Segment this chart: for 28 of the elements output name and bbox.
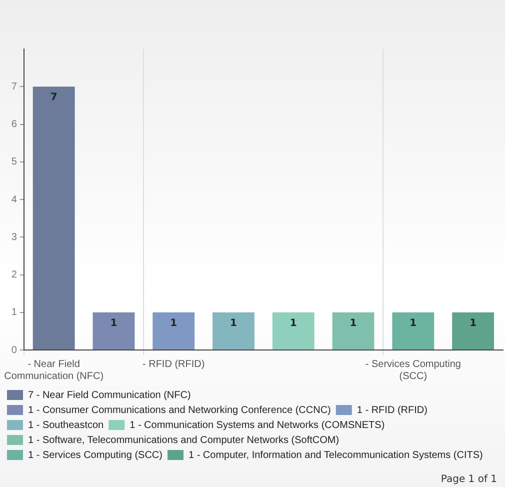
legend-label: 1 - Communication Systems and Networks (COMSNETS) [130,420,385,431]
y-tick-label: 1 [11,307,18,318]
y-tick-label: 2 [11,270,18,280]
data-label: 1 [410,318,417,329]
x-tick-label: - Services Computing (SCC) [365,358,461,382]
legend-label: 1 - Southeastcon [28,420,104,431]
legend-label: 1 - Consumer Communications and Networking Conference (CCNC) [28,404,331,416]
y-tick-label: 7 [11,81,18,92]
legend-label: 7 - Near Field Communication (NFC) [28,390,191,401]
legend-label: 1 - Computer, Information and Telecommunication Systems (CITS) [188,450,483,461]
data-label: 1 [170,318,178,329]
y-tick-label: 6 [11,119,18,130]
x-tick-label: - RFID (RFID) [142,358,205,370]
y-tick-label: 5 [11,156,18,168]
y-tick-label: 3 [11,232,18,243]
data-label: 1 [110,318,118,329]
data-label: 7 [50,92,58,104]
legend-label: 1 - Software, Telecommunications and Computer Networks (SoftCOM) [28,434,340,446]
legend-label: 1 - Services Computing (SCC) [28,450,162,461]
data-label: 1 [350,318,357,329]
x-tick-label: - Near Field Communication (NFC) [4,358,104,382]
data-label: 1 [470,318,477,329]
y-tick-label: 0 [11,344,18,356]
text: Page 1 of 1 [440,474,497,485]
data-label: 1 [290,318,297,329]
legend-label: 1 - RFID (RFID) [356,404,428,416]
y-tick-label: 4 [11,194,18,206]
data-label: 1 [230,318,238,329]
